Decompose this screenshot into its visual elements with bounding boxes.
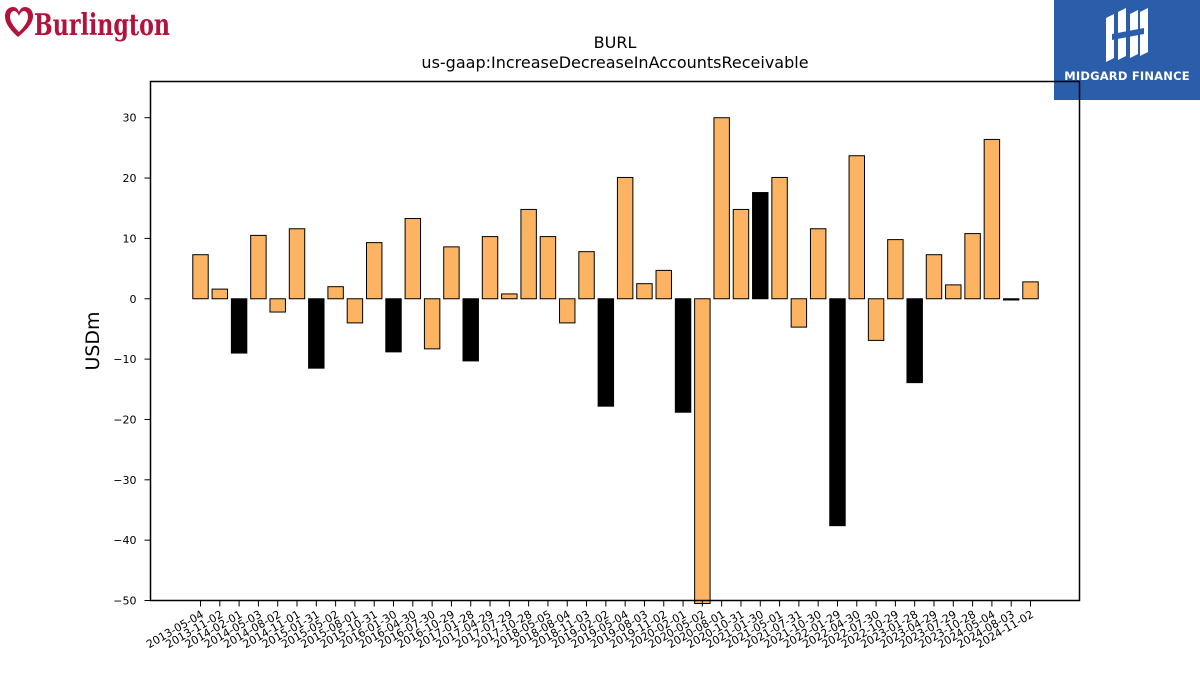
y-tick-label: −30: [113, 474, 136, 487]
bar-2020-10-31: [732, 208, 750, 300]
bar-2024-11-02: [1022, 281, 1039, 300]
bar-2018-05-05: [539, 236, 557, 300]
bar-2023-04-29: [925, 254, 943, 300]
bar-2023-07-29: [945, 284, 962, 300]
bar-2021-10-30: [809, 228, 827, 300]
y-tick-label: 0: [130, 293, 137, 306]
bar-2017-07-29: [501, 293, 518, 300]
bar-2015-05-02: [327, 286, 344, 300]
bar-2024-08-03: [1002, 298, 1020, 301]
burlington-wordmark: Burlington: [34, 8, 170, 43]
y-tick-label: −40: [113, 534, 136, 547]
y-tick-label: −10: [113, 353, 136, 366]
bar-2021-01-30: [752, 192, 769, 300]
y-tick-label: 10: [123, 232, 137, 245]
bar-2019-02-02: [597, 298, 615, 407]
chart-title: BURL: [594, 33, 637, 52]
bar-2014-11-01: [288, 228, 306, 300]
bar-2016-07-30: [423, 298, 441, 350]
bar-2014-05-03: [250, 234, 267, 300]
bar-2020-02-01: [674, 298, 692, 413]
bar-2015-08-01: [346, 298, 364, 324]
bar-2021-07-31: [790, 298, 808, 328]
bar-2019-11-02: [655, 269, 672, 300]
bar-2014-08-02: [269, 298, 286, 313]
x-axis: 2013-05-042013-11-022014-02-012014-05-03…: [144, 600, 1036, 651]
bar-2022-07-30: [867, 298, 885, 341]
midgard-finance-wordmark: MIDGARD FINANCE: [1064, 69, 1190, 83]
midgard-finance-logo: MIDGARD FINANCE: [1054, 0, 1200, 100]
bar-2016-01-30: [385, 298, 402, 353]
plot-frame: [149, 80, 1081, 602]
bar-2017-10-28: [520, 208, 537, 300]
bar-2018-11-03: [578, 251, 595, 300]
bars-layer: [192, 117, 1039, 605]
y-tick-label: −20: [113, 413, 136, 426]
burlington-logo: Burlington: [5, 7, 170, 43]
y-tick-label: 30: [123, 112, 137, 125]
y-tick-label: −50: [113, 595, 136, 608]
bar-2014-02-01: [230, 298, 248, 354]
bar-2015-10-31: [366, 242, 383, 300]
bar-2021-05-01: [771, 176, 788, 300]
bar-2022-01-29: [829, 298, 846, 527]
y-axis: 30 20 10 0 −10 −20 −30 −40 −50: [113, 112, 151, 608]
bar-2013-11-02: [211, 288, 229, 300]
bar-2019-05-04: [616, 176, 634, 300]
bar-2017-04-29: [481, 236, 499, 300]
bar-2016-10-29: [443, 246, 460, 300]
bar-2022-10-29: [887, 239, 904, 300]
bar-2015-01-31: [308, 298, 325, 369]
bar-2023-10-28: [964, 233, 981, 300]
bar-2016-04-30: [404, 217, 422, 300]
bar-2022-04-30: [848, 155, 865, 300]
chart-subtitle: us-gaap:IncreaseDecreaseInAccountsReceiv…: [421, 53, 808, 72]
y-axis-label: USDm: [82, 311, 104, 370]
bar-2024-05-04: [983, 138, 1001, 300]
bar-2013-05-04: [192, 254, 209, 300]
bar-2019-08-03: [636, 283, 653, 300]
bar-2020-08-01: [713, 117, 730, 300]
bar-2020-05-02: [694, 298, 711, 605]
y-tick-label: 20: [123, 172, 137, 185]
midgard-mark-icon: [1106, 8, 1148, 62]
bar-2023-01-28: [906, 298, 923, 384]
bar-2017-01-28: [462, 298, 479, 362]
bar-2018-08-04: [559, 298, 576, 324]
